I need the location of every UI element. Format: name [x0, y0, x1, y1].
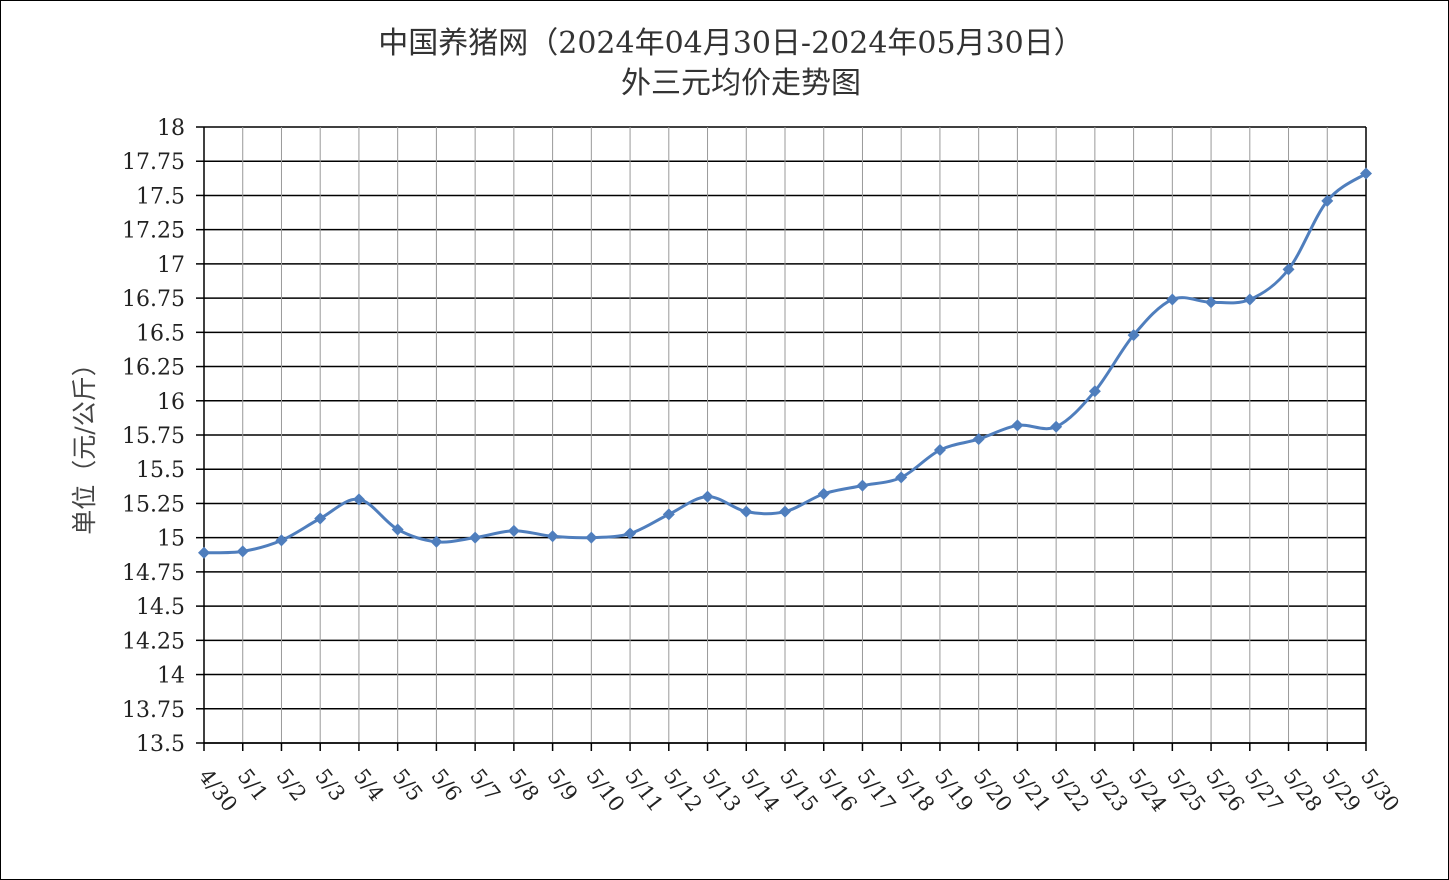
data-point: [469, 531, 482, 544]
x-tick-label: 5/19: [930, 764, 978, 816]
y-tick-label: 13.5: [136, 732, 185, 757]
x-tick-label: 5/8: [504, 764, 544, 805]
data-point: [856, 479, 869, 492]
x-tick-label: 5/16: [814, 764, 862, 816]
y-tick-label: 16.5: [136, 321, 185, 346]
data-point: [1011, 419, 1024, 432]
chart-subtitle: 外三元均价走势图: [621, 66, 861, 101]
x-tick-label: 5/12: [659, 764, 707, 816]
y-tick-labels: 13.5 13.75 14 14.25 14.5 14.75 15 15.25 15.5 15.7…: [122, 116, 185, 757]
y-tick-label: 17.25: [122, 219, 185, 244]
data-point: [740, 505, 753, 518]
y-tick-label: 16: [157, 390, 185, 415]
x-tick-label: 5/20: [969, 764, 1017, 816]
data-point: [1321, 194, 1334, 207]
x-tick-label: 5/7: [465, 764, 505, 805]
data-point: [972, 433, 985, 446]
x-tick-label: 5/17: [853, 764, 901, 816]
x-tick-label: 5/15: [775, 764, 823, 816]
y-tick-label: 13.75: [122, 698, 185, 723]
data-point: [507, 524, 520, 537]
data-point: [1088, 385, 1101, 398]
x-tick-label: 5/6: [426, 764, 466, 805]
y-axis-label: 单位（元/公斤）: [70, 351, 99, 534]
data-point: [701, 490, 714, 503]
y-tick-label: 15: [157, 527, 185, 552]
x-tick-label: 5/24: [1124, 764, 1172, 816]
y-tick-label: 16.25: [122, 356, 185, 381]
y-tick-label: 15.25: [122, 492, 185, 517]
data-point: [779, 505, 791, 518]
x-tick-label: 4/30: [194, 764, 242, 816]
data-point: [314, 512, 327, 525]
x-tick-label: 5/2: [272, 764, 312, 805]
x-tick-label: 5/23: [1085, 764, 1133, 816]
data-point: [1243, 293, 1256, 306]
data-point: [352, 493, 365, 506]
y-tick-label: 14: [157, 664, 185, 689]
grid-layer: [203, 126, 1367, 744]
x-tick-label: 5/30: [1356, 764, 1404, 816]
x-tick-labels: 4/305/1 5/2 5/3 5/4 5/5 5/6 5/7 5/8 5/9 5/105/115…: [194, 764, 1404, 816]
y-tick-label: 17.75: [122, 150, 185, 175]
x-tick-label: 5/11: [620, 764, 668, 816]
data-point: [1127, 329, 1140, 342]
y-tick-label: 18: [157, 116, 185, 141]
y-tick-label: 17.5: [136, 184, 185, 209]
y-tick-label: 15.5: [136, 458, 185, 483]
y-tick-label: 15.75: [122, 424, 185, 449]
x-tick-label: 5/14: [736, 764, 784, 816]
chart-title: 中国养猪网（2024年04月30日-2024年05月30日）: [378, 26, 1084, 61]
x-tick-label: 5/28: [1279, 764, 1327, 816]
x-tick-label: 5/10: [581, 764, 629, 816]
x-tick-label: 5/3: [310, 764, 350, 805]
data-point: [662, 508, 675, 521]
x-tick-label: 5/22: [1046, 764, 1094, 816]
y-tick-label: 17: [157, 253, 185, 278]
data-point: [198, 546, 210, 559]
data-point: [1050, 420, 1063, 433]
data-point: [1282, 263, 1295, 276]
data-point: [236, 545, 249, 558]
data-point: [546, 530, 559, 543]
data-point: [275, 534, 288, 547]
y-tick-label: 14.5: [136, 595, 185, 620]
x-tick-label: 5/5: [388, 764, 428, 805]
x-tick-label: 5/13: [698, 764, 746, 816]
data-point: [430, 535, 443, 548]
axis-layer: [196, 126, 1367, 751]
data-point: [585, 531, 598, 544]
data-point: [933, 444, 946, 457]
x-tick-label: 5/29: [1317, 764, 1365, 816]
data-point: [1205, 296, 1218, 309]
x-tick-label: 5/18: [891, 764, 939, 816]
data-point: [1166, 293, 1179, 306]
x-tick-label: 5/26: [1201, 764, 1249, 816]
data-point: [817, 487, 830, 500]
x-tick-label: 5/21: [1007, 764, 1055, 816]
series-layer: [198, 167, 1372, 559]
data-point: [391, 523, 404, 536]
y-tick-label: 16.75: [122, 287, 185, 312]
x-tick-label: 5/25: [1162, 764, 1210, 816]
data-point: [1360, 167, 1372, 180]
y-tick-label: 14.25: [122, 629, 185, 654]
x-tick-label: 5/27: [1240, 764, 1288, 816]
x-tick-label: 5/9: [543, 764, 583, 805]
data-point: [895, 471, 908, 484]
y-tick-label: 14.75: [122, 561, 185, 586]
data-point: [624, 527, 637, 540]
x-tick-label: 5/4: [349, 764, 389, 805]
